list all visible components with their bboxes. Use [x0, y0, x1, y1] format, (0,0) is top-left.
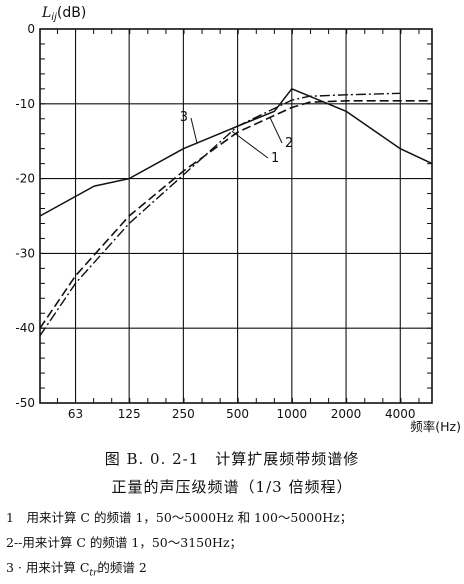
y-tick-label: -20: [15, 172, 35, 186]
note-series-3-sub: tr: [89, 568, 98, 579]
chart-grid: [40, 29, 432, 403]
figure-caption-line2: 正量的声压级频谱（1/3 倍频程）: [111, 478, 353, 496]
spectrum-chart: 0 -10 -20 -30 -40 -50 63 125 250 500 1000 2000 4000 L…: [15, 5, 461, 434]
series-2-line: [39, 100, 432, 329]
y-tick-label: -50: [15, 396, 35, 410]
series-3-label: 3: [180, 110, 188, 125]
y-tick-label: -40: [15, 321, 35, 335]
y-axis-label-subscript: ij: [51, 12, 57, 23]
series-callouts: 12 3: [180, 110, 294, 166]
x-tick-label: 125: [118, 407, 141, 421]
series-1-leader: [231, 130, 269, 159]
x-tick-label: 500: [226, 407, 249, 421]
y-tick-label: 0: [27, 22, 35, 36]
x-tick-label: 250: [172, 407, 195, 421]
plot-frame: [39, 28, 433, 404]
y-axis-label: Lij(dB): [41, 5, 86, 23]
note-series-3-tail: 的频谱 2: [97, 560, 147, 575]
note-series-3-text: 3 · 用来计算 C: [6, 560, 90, 575]
series-layer: [39, 88, 433, 337]
y-axis-label-unit: (dB): [57, 5, 86, 21]
y-tick-label: -30: [15, 246, 35, 260]
note-series-1: 1 用来计算 C 的频谱 1，50～5000Hz 和 100～5000Hz；: [6, 510, 353, 525]
y-tick-label: -10: [15, 97, 35, 111]
note-series-2: 2--用来计算 C 的频谱 1，50～3150Hz；: [6, 535, 243, 550]
axis-labels: 0 -10 -20 -30 -40 -50 63 125 250 500 1000 2000 4000 L…: [15, 5, 461, 434]
x-tick-label: 1000: [277, 407, 308, 421]
series-2-label: 2: [285, 136, 293, 151]
series-1-label: 1: [271, 151, 279, 166]
note-series-3: 3 · 用来计算 Ctr的频谱 2: [6, 557, 147, 579]
series-3-leader: [190, 117, 198, 144]
figure-caption-line1: 图 B. 0. 2-1 计算扩展频带频谱修: [104, 450, 360, 468]
x-tick-label: 4000: [385, 407, 416, 421]
y-axis-label-symbol: L: [41, 5, 51, 21]
x-axis-label: 频率(Hz): [410, 419, 461, 434]
x-tick-label: 63: [68, 407, 83, 421]
series-3-line: [39, 88, 433, 217]
axis-ticks: [40, 28, 432, 404]
x-tick-label: 2000: [331, 407, 362, 421]
series-2-leader: [269, 117, 283, 144]
